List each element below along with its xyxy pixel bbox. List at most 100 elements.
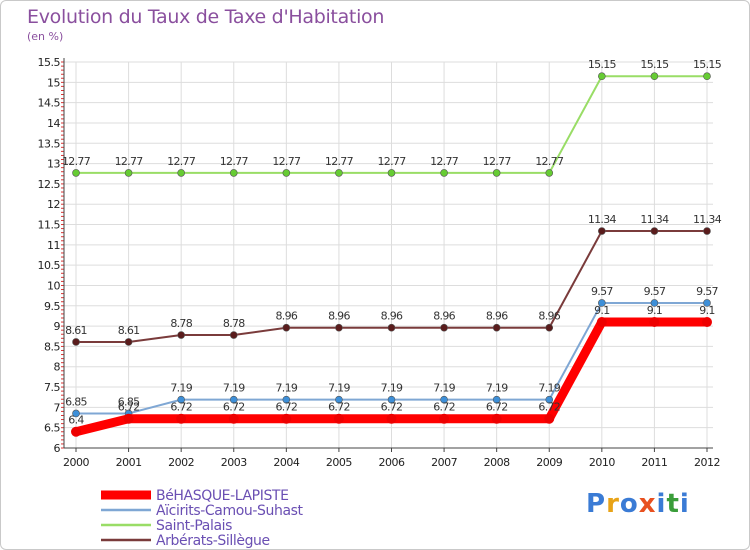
logo-letter: r — [606, 489, 620, 519]
series-point — [229, 395, 238, 404]
data-label: 6.72 — [486, 401, 508, 414]
data-label: 6.72 — [328, 401, 350, 414]
series-point — [492, 395, 501, 404]
x-tick-label: 2012 — [694, 456, 720, 469]
y-tick-label: 7.5 — [44, 381, 60, 394]
data-label: 6.72 — [538, 401, 560, 414]
x-tick-label: 2003 — [221, 456, 247, 469]
chart-title: Evolution du Taux de Taxe d'Habitation — [27, 6, 385, 28]
series-point — [650, 72, 659, 81]
logo-letter: P — [586, 489, 607, 519]
series-point — [703, 72, 711, 81]
data-label: 7.19 — [433, 382, 455, 395]
series-point — [650, 227, 659, 235]
series-point — [123, 413, 134, 424]
x-tick-label: 2004 — [273, 456, 299, 469]
series-point — [177, 331, 185, 339]
series-point — [492, 323, 501, 332]
data-label: 6.72 — [170, 401, 192, 414]
x-tick-label: 2011 — [641, 456, 667, 469]
series-point — [229, 331, 238, 339]
series-point — [72, 409, 80, 418]
data-label: 7.19 — [381, 382, 403, 395]
series-point — [387, 395, 396, 404]
data-label: 8.96 — [381, 310, 403, 323]
series-point — [440, 395, 448, 404]
series-point — [282, 323, 291, 332]
data-label: 15.15 — [693, 58, 722, 71]
chart-subtitle: (en %) — [27, 30, 64, 43]
y-tick-label: 9 — [54, 320, 61, 333]
data-label: 8.61 — [118, 324, 140, 337]
data-label: 12.77 — [430, 155, 459, 168]
series-point — [335, 323, 343, 332]
legend-label: Saint-Palais — [156, 518, 232, 534]
data-label: 15.15 — [588, 58, 617, 71]
y-tick-label: 13.5 — [38, 137, 61, 150]
series-point — [491, 413, 502, 424]
data-label: 6.4 — [68, 414, 84, 427]
data-label: 6.72 — [275, 401, 297, 414]
series-point — [335, 169, 343, 177]
x-tick-label: 2002 — [168, 456, 194, 469]
data-label: 8.61 — [65, 324, 87, 337]
data-label: 9.57 — [591, 285, 613, 298]
y-tick-label: 10.5 — [38, 259, 61, 272]
series-point — [440, 323, 448, 332]
data-label: 15.15 — [640, 58, 669, 71]
series-point — [176, 413, 187, 424]
y-tick-label: 7 — [54, 401, 61, 414]
data-label: 8.96 — [486, 310, 508, 323]
data-label: 7.19 — [275, 382, 297, 395]
x-tick-label: 2000 — [63, 456, 89, 469]
series-point — [387, 169, 396, 177]
series-point — [177, 395, 185, 404]
series-point — [598, 227, 606, 235]
y-tick-label: 12.5 — [38, 178, 61, 191]
series-point — [72, 169, 80, 177]
data-label: 7.19 — [538, 382, 560, 395]
series-point — [281, 413, 292, 424]
y-tick-label: 8 — [54, 361, 61, 374]
y-tick-label: 15.5 — [38, 56, 61, 69]
data-label: 7.19 — [170, 382, 192, 395]
data-label: 7.19 — [328, 382, 350, 395]
y-tick-label: 9.5 — [44, 300, 60, 313]
legend-label: Aïcirits-Camou-Suhast — [156, 503, 304, 519]
series-point — [177, 169, 185, 177]
data-label: 7.19 — [486, 382, 508, 395]
series-point — [649, 317, 660, 328]
series-point — [598, 299, 606, 307]
data-label: 12.77 — [167, 155, 196, 168]
y-tick-label: 15 — [47, 76, 60, 89]
data-label: 12.77 — [483, 155, 512, 168]
data-label: 8.96 — [328, 310, 350, 323]
series-point — [545, 395, 554, 404]
series-point — [282, 395, 291, 404]
y-tick-label: 14.5 — [38, 97, 61, 110]
logo-letter: i — [656, 489, 667, 519]
data-label: 11.34 — [640, 213, 669, 226]
series-point — [650, 299, 659, 307]
y-tick-label: 10 — [47, 279, 60, 292]
legend-label: Arbérats-Sillègue — [156, 533, 270, 549]
x-tick-label: 2005 — [326, 456, 352, 469]
y-tick-label: 12 — [47, 198, 60, 211]
series-point — [440, 169, 448, 177]
series-point — [124, 169, 133, 177]
x-tick-label: 2006 — [379, 456, 405, 469]
series-point — [703, 227, 711, 235]
series-point — [386, 413, 397, 424]
logo-letter: t — [666, 489, 680, 519]
series-point — [545, 323, 554, 332]
data-label: 12.77 — [115, 155, 144, 168]
x-tick-label: 2001 — [116, 456, 142, 469]
data-label: 12.77 — [272, 155, 301, 168]
series-point — [703, 299, 711, 307]
data-label: 12.77 — [378, 155, 407, 168]
x-tick-label: 2008 — [484, 456, 510, 469]
data-label: 11.34 — [693, 213, 722, 226]
data-label: 12.77 — [220, 155, 249, 168]
